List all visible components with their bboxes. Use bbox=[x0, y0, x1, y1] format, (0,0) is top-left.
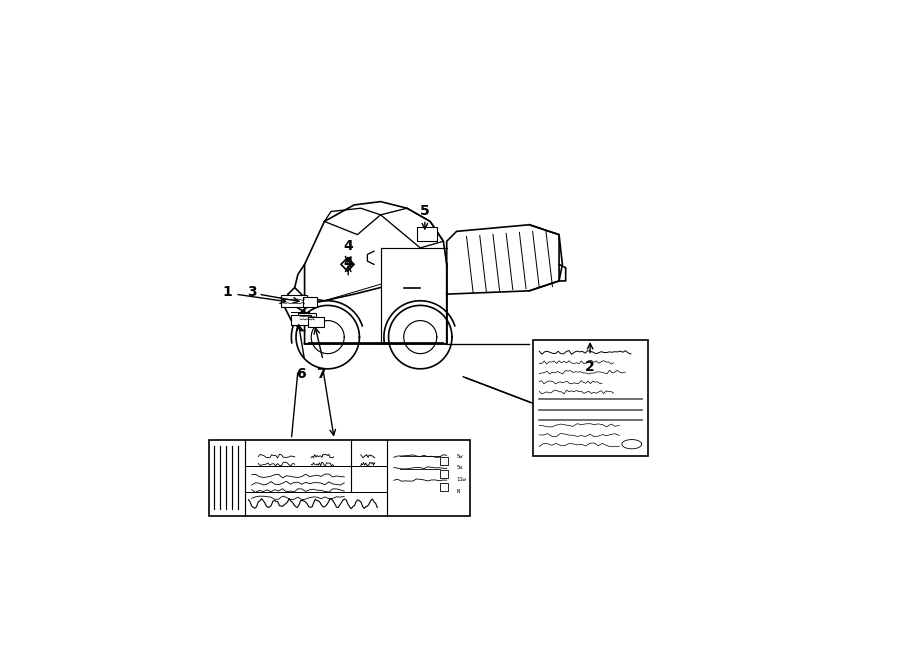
Bar bbox=[292, 315, 311, 325]
Text: 11w: 11w bbox=[456, 477, 466, 483]
Text: 5u: 5u bbox=[456, 465, 464, 471]
Text: 4: 4 bbox=[343, 239, 353, 253]
Bar bbox=[209, 440, 470, 516]
Text: 2: 2 bbox=[585, 360, 595, 374]
Bar bbox=[440, 470, 448, 478]
Bar bbox=[440, 457, 448, 465]
Bar bbox=[298, 313, 317, 323]
Text: N: N bbox=[456, 489, 460, 494]
Bar bbox=[308, 317, 324, 327]
Bar bbox=[302, 297, 317, 307]
Text: 3: 3 bbox=[247, 285, 256, 299]
Bar bbox=[417, 227, 436, 241]
Bar bbox=[440, 483, 448, 491]
Bar bbox=[282, 295, 307, 307]
Text: 7: 7 bbox=[316, 367, 326, 381]
Bar bbox=[533, 340, 648, 456]
Text: 4: 4 bbox=[343, 256, 353, 270]
Text: 6: 6 bbox=[296, 367, 306, 381]
Text: 5w: 5w bbox=[456, 453, 464, 459]
Text: 5: 5 bbox=[420, 204, 430, 218]
Text: 1: 1 bbox=[222, 285, 232, 299]
